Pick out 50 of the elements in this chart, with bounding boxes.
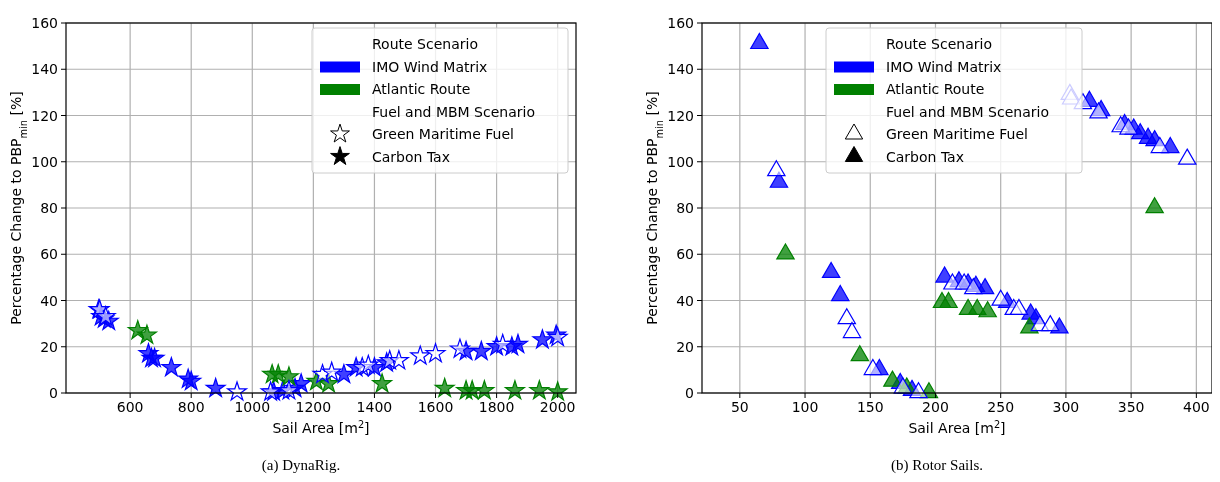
y-tick-label: 80 <box>676 200 694 216</box>
annotation: Carbon Tax <box>372 148 450 165</box>
legend-label: Atlantic Route <box>886 81 985 97</box>
x-tick-label: 250 <box>987 399 1015 415</box>
y-tick-label: 60 <box>40 246 58 263</box>
x-tick-label: 300 <box>1052 399 1080 415</box>
x-tick-label: 1800 <box>478 399 515 415</box>
y-tick-label: 20 <box>676 338 694 355</box>
text: (a) DynaRig. <box>261 457 341 474</box>
x-tick-label: 1400 <box>356 399 393 415</box>
x-axis-title: Sail Area [m$^{2}$] <box>272 418 370 436</box>
annotation: Carbon Tax <box>886 148 964 165</box>
x-tick-label: 400 <box>1182 399 1210 415</box>
x-tick-label: 1600 <box>417 399 454 415</box>
legend-title: Route Scenario <box>886 36 992 52</box>
x-tick-label: 50 <box>730 399 749 415</box>
legend-title: Route Scenario <box>372 36 478 52</box>
x-tick-label: 100 <box>791 399 819 415</box>
annotation: Fuel and MBM Scenario <box>886 103 1049 120</box>
y-tick-label: 160 <box>667 15 694 31</box>
x-tick-label: 200 <box>922 399 949 415</box>
x-tick-label: 1200 <box>295 399 332 415</box>
y-tick-label: 0 <box>49 385 58 401</box>
y-tick-label: 140 <box>667 61 694 78</box>
x-tick-label: 1000 <box>234 399 271 415</box>
annotation: Green Maritime Fuel <box>372 126 514 142</box>
y-tick-label: 160 <box>31 15 58 31</box>
y-tick-label: 40 <box>40 292 58 309</box>
legend-label: Atlantic Route <box>372 81 471 97</box>
x-tick-label: 350 <box>1117 399 1145 415</box>
y-tick-label: 100 <box>667 153 694 170</box>
x-tick-label: 600 <box>116 399 144 415</box>
y-tick-label: 40 <box>676 292 694 309</box>
x-tick-label: 2000 <box>539 399 576 415</box>
x-tick-label: 800 <box>177 399 205 415</box>
x-tick-label: 150 <box>856 399 884 415</box>
y-tick-label: 140 <box>31 61 58 78</box>
y-tick-label: 120 <box>31 107 58 124</box>
annotation: Green Maritime Fuel <box>886 126 1028 142</box>
x-axis-title: Sail Area [m$^{2}$] <box>908 418 1006 436</box>
annotation: Fuel and MBM Scenario <box>372 103 535 120</box>
y-tick-label: 80 <box>40 200 58 216</box>
y-tick-label: 100 <box>31 153 58 170</box>
text: (b) Rotor Sails. <box>890 457 984 474</box>
y-tick-label: 0 <box>685 385 694 401</box>
legend-label: IMO Wind Matrix <box>372 58 488 75</box>
y-tick-label: 60 <box>676 246 694 263</box>
y-tick-label: 120 <box>667 107 694 124</box>
y-tick-label: 20 <box>40 338 58 355</box>
legend-label: IMO Wind Matrix <box>886 58 1002 75</box>
